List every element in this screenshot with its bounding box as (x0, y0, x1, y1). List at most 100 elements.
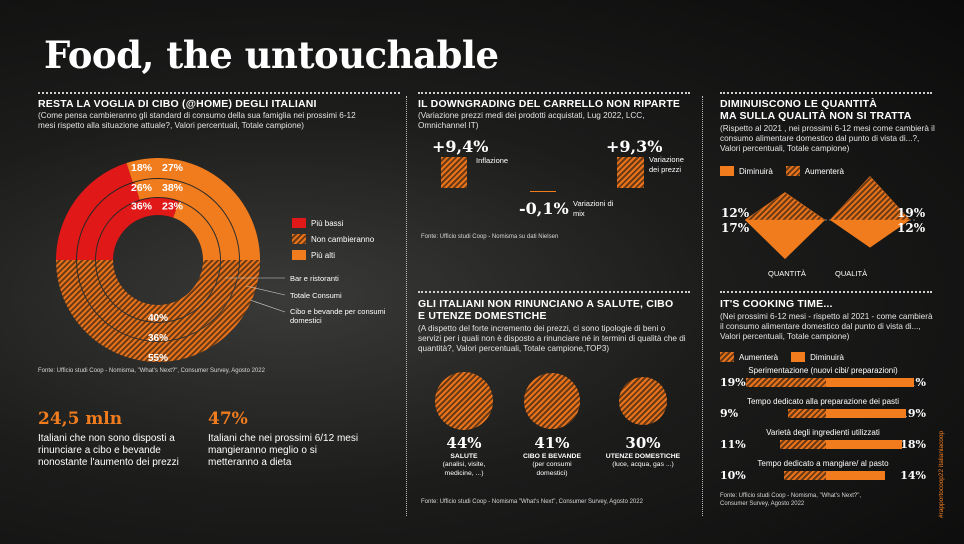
cooking-bar-decrease (826, 409, 906, 418)
donut-label-higher: 27% (162, 162, 184, 174)
quantity-increase-mark (745, 192, 826, 221)
cooking-bar-decrease (826, 378, 915, 387)
axis-quality: QUALITÀ (835, 269, 868, 278)
cooking-row-label: Tempo dedicato alla preparazione dei pas… (746, 397, 900, 406)
quant-title-2: MA SULLA QUALITÀ NON SI TRATTA (720, 110, 912, 122)
quant-subtitle: (Rispetto al 2021 , nei prossimi 6-12 me… (720, 124, 935, 153)
segment-unchanged (56, 260, 260, 362)
legend-swatch-hatch (785, 166, 800, 176)
cooking-bar-decrease (826, 440, 902, 449)
salute-desc: (analisi, visite, medicine, ...) (442, 461, 486, 477)
cibo-desc: (per consumi domestici) (532, 461, 572, 477)
utenze-value: 30% (625, 434, 661, 452)
donut-label-unchanged: 40% (148, 313, 168, 324)
cooking-row-right-value: 19% (900, 407, 926, 420)
donut-label-unchanged: 55% (148, 353, 168, 364)
nonrinunciano-title-1: GLI ITALIANI NON RINUNCIANO A SALUTE, CI… (418, 298, 674, 310)
nonrinunciano-source: Fonte: Ufficio studi Coop - Nomisma "Wha… (421, 499, 643, 505)
legend-label: Diminuirà (810, 352, 844, 362)
segment-unchanged (96, 260, 220, 322)
mix-value: -0,1% (519, 199, 569, 218)
divider (418, 291, 690, 293)
cooking-row-label: Tempo dedicato a mangiare/ al pasto (757, 459, 889, 468)
mix-label: Variazioni di mix (573, 199, 614, 218)
quant-right-bottom: 12% (897, 221, 926, 235)
segment-higher (134, 179, 239, 260)
cooking-bar-increase (788, 409, 826, 418)
salute-circle (435, 372, 493, 430)
cooking-bar-decrease (826, 471, 885, 480)
cooking-row-left-value: 10% (720, 469, 746, 482)
item-salute: 44% SALUTE (analisi, visite, medicine, .… (420, 372, 508, 478)
donut-title: RESTA LA VOGLIA DI CIBO (@HOME) DEGLI IT… (38, 98, 317, 110)
quant-title-1: DIMINUISCONO LE QUANTITÀ (720, 98, 878, 110)
stat-text-1: Italiani che non sono disposti a rinunci… (38, 433, 179, 468)
item-cibo: 41% CIBO E BEVANDE (per consumi domestic… (508, 372, 596, 478)
donut-label-unchanged: 36% (148, 333, 168, 344)
legend-swatch-hatch (720, 352, 734, 362)
stat-text-2: Italiani che nei prossimi 6/12 mesi mang… (208, 433, 359, 468)
donut-label-lower: 26% (131, 182, 153, 194)
price-variation-bar (617, 157, 644, 188)
vertical-divider (406, 96, 407, 516)
donut-label-higher: 38% (162, 182, 184, 194)
ring-label-bar: Bar e ristoranti (290, 274, 339, 283)
legend-label: Non cambieranno (311, 234, 375, 244)
nonrinunciano-subtitle: (A dispetto del forte incremento dei pre… (418, 324, 686, 353)
mix-bar (530, 191, 556, 192)
quant-legend: Diminuirà Aumenterà (720, 166, 844, 176)
legend-label: Diminuirà (739, 166, 773, 176)
inflation-bar (441, 157, 467, 188)
side-tag-text: #rapportocoop22 italianiacoop (938, 430, 945, 518)
segment-unchanged (77, 260, 239, 341)
vertical-divider (702, 96, 703, 516)
quant-left-bottom: 17% (721, 221, 750, 235)
utenze-label: UTENZE DOMESTICHE (605, 453, 681, 460)
utenze-desc: (luce, acqua, gas ...) (612, 461, 674, 468)
cooking-bar-increase (784, 471, 826, 480)
divider (418, 92, 690, 94)
cooking-legend: Aumenterà Diminuirà (720, 352, 844, 362)
item-utenze: 30% UTENZE DOMESTICHE (luce, acqua, gas … (596, 372, 690, 469)
quant-left-top: 12% (721, 206, 750, 220)
segment-lower (77, 182, 140, 260)
cibo-label: CIBO E BEVANDE (522, 453, 582, 460)
quality-decrease-mark (830, 220, 910, 248)
inflation-value: +9,4% (432, 137, 489, 156)
legend-label: Più bassi (311, 218, 344, 228)
price-variation-value: +9,3% (606, 137, 663, 156)
ring-label-food: Cibo e bevande per consumi domestici (290, 307, 386, 325)
cooking-row-left-value: 9% (720, 407, 739, 420)
donut-label-lower: 18% (131, 162, 153, 174)
legend-swatch-orange (292, 250, 306, 260)
utenze-circle (619, 377, 667, 425)
price-variation-label: Variazione dei prezzi (649, 155, 684, 174)
quant-right-top: 19% (897, 206, 926, 220)
divider (720, 291, 932, 293)
legend-label: Aumenterà (804, 166, 844, 176)
cooking-chart: Sperimentazione (nuovi cibi/ preparazion… (718, 366, 928, 486)
cibo-circle (524, 373, 580, 429)
donut-label-higher: 23% (162, 201, 184, 213)
downgrade-title: IL DOWNGRADING DEL CARRELLO NON RIPARTE (418, 98, 681, 110)
cibo-value: 41% (534, 434, 570, 452)
cooking-row-right-value: 18% (900, 438, 926, 451)
donut-source: Fonte: Ufficio studi Coop - Nomisma, "Wh… (38, 368, 265, 374)
nonrinunciano-items: 44% SALUTE (analisi, visite, medicine, .… (420, 372, 690, 502)
page-title: Food, the untouchable (44, 33, 499, 77)
stat-value-1: 24,5 mln (38, 409, 123, 429)
legend-swatch-orange (720, 166, 734, 176)
legend-swatch-orange (791, 352, 806, 362)
quant-diamond-chart (745, 175, 915, 260)
divider (38, 92, 400, 94)
donut-label-lower: 36% (131, 201, 153, 213)
legend-label: Aumenterà (739, 352, 779, 362)
segment-lower (96, 198, 180, 260)
legend-item: Più alti (292, 250, 374, 260)
segment-higher (173, 201, 220, 260)
legend-swatch-red (292, 218, 306, 228)
legend-label: Più alti (311, 250, 336, 260)
cooking-title: IT'S COOKING TIME... (720, 298, 833, 310)
salute-value: 44% (446, 434, 482, 452)
cooking-source: Fonte: Ufficio studi Coop - Nomisma, "Wh… (720, 493, 862, 507)
